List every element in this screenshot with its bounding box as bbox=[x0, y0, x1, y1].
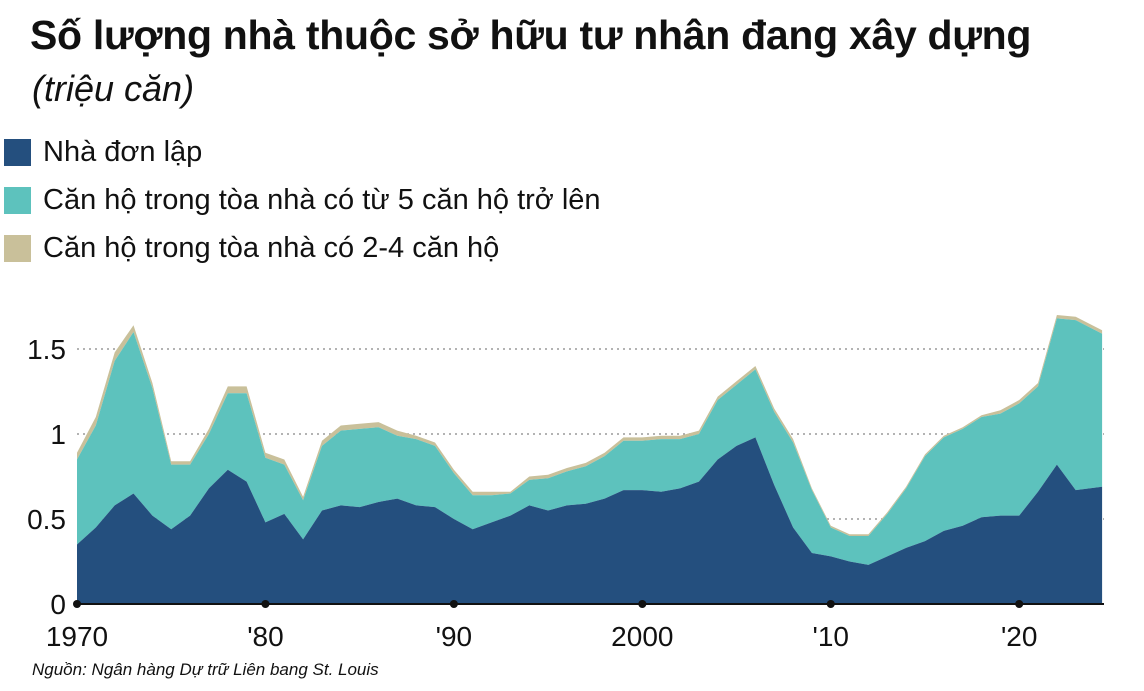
legend-item-single-family: Nhà đơn lập bbox=[4, 128, 601, 176]
y-tick-label-2: 1 bbox=[50, 419, 66, 450]
legend: Nhà đơn lập Căn hộ trong tòa nhà có từ 5… bbox=[4, 128, 601, 272]
legend-swatch-five-plus bbox=[4, 186, 31, 214]
chart-subtitle: (triệu căn) bbox=[32, 68, 195, 109]
x-tick-dot-3 bbox=[638, 600, 647, 608]
x-tick-dot-2 bbox=[449, 600, 458, 608]
x-tick-label-1: '80 bbox=[247, 621, 284, 652]
legend-label-single-family: Nhà đơn lập bbox=[43, 135, 203, 168]
y-tick-label-1: 0.5 bbox=[27, 504, 66, 535]
area-single-family bbox=[77, 437, 1103, 604]
legend-swatch-two-to-four bbox=[4, 234, 31, 262]
legend-item-five-plus: Căn hộ trong tòa nhà có từ 5 căn hộ trở … bbox=[4, 176, 601, 224]
legend-label-five-plus: Căn hộ trong tòa nhà có từ 5 căn hộ trở … bbox=[43, 183, 601, 216]
x-tick-label-4: '10 bbox=[813, 621, 850, 652]
legend-label-two-to-four: Căn hộ trong tòa nhà có 2-4 căn hộ bbox=[43, 231, 500, 264]
x-tick-label-2: '90 bbox=[436, 621, 473, 652]
source-note: Nguồn: Ngân hàng Dự trữ Liên bang St. Lo… bbox=[32, 660, 379, 679]
x-tick-dot-1 bbox=[261, 600, 270, 608]
x-tick-label-5: '20 bbox=[1001, 621, 1038, 652]
area-five-plus bbox=[77, 318, 1103, 565]
x-tick-dot-0 bbox=[73, 600, 81, 608]
x-tick-dot-4 bbox=[826, 600, 835, 608]
x-tick-label-3: 2000 bbox=[611, 621, 673, 652]
x-tick-dot-5 bbox=[1015, 600, 1024, 608]
legend-item-two-to-four: Căn hộ trong tòa nhà có 2-4 căn hộ bbox=[4, 224, 601, 272]
x-tick-label-0: 1970 bbox=[46, 621, 108, 652]
y-tick-label-0: 0 bbox=[50, 589, 66, 620]
y-tick-label-3: 1.5 bbox=[27, 334, 66, 365]
chart-title: Số lượng nhà thuộc sở hữu tư nhân đang x… bbox=[30, 12, 1032, 58]
legend-swatch-single-family bbox=[4, 138, 31, 166]
